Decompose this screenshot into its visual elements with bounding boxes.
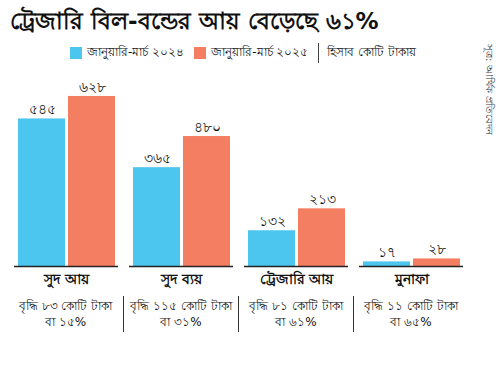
html-text:জানুয়ারি-মার্চ ২০২৪: জানুয়ারি-মার্চ ২০২৪ xyxy=(87,45,185,59)
svg-text:২১৩: ২১৩ xyxy=(309,191,336,207)
html-text:বৃদ্ধি ১১৫ কোটি টাকা বা ৩১%: বৃদ্ধি ১১৫ কোটি টাকা বা ৩১% xyxy=(130,299,232,329)
html-text:ট্রেজারি বিল-বন্ডের আয় বেড়েছ: ট্রেজারি বিল-বন্ডের আয় বেড়েছে ৬১% xyxy=(10,8,379,34)
svg-text:১৭: ১৭ xyxy=(378,244,396,260)
html-text:সূত্র: আর্থিক প্রতিবেদন: সূত্র: আর্থিক প্রতিবেদন xyxy=(484,44,495,135)
html-text:বৃদ্ধি ৮৩ কোটি টাকা বা ১৫%: বৃদ্ধি ৮৩ কোটি টাকা বা ১৫% xyxy=(18,299,113,329)
svg-text:সুদ আয়: সুদ আয় xyxy=(43,271,90,289)
svg-text:৪৮০: ৪৮০ xyxy=(194,119,221,135)
svg-text:সুদ ব্যয়: সুদ ব্যয় xyxy=(160,271,203,289)
html-text:বৃদ্ধি ৮১ কোটি টাকা বা ৬১%: বৃদ্ধি ৮১ কোটি টাকা বা ৬১% xyxy=(249,299,343,329)
html-text:হিসাব কোটি টাকায়: হিসাব কোটি টাকায় xyxy=(327,45,416,59)
html-text:বৃদ্ধি ১১ কোটি টাকা বা ৬৫%: বৃদ্ধি ১১ কোটি টাকা বা ৬৫% xyxy=(364,299,458,329)
svg-text:ট্রেজারি আয়: ট্রেজারি আয় xyxy=(260,270,335,287)
html-text:জানুয়ারি-মার্চ ২০২৫: জানুয়ারি-মার্চ ২০২৫ xyxy=(211,45,309,59)
svg-text:মুনাফা: মুনাফা xyxy=(394,271,430,288)
svg-text:৫৪৫: ৫৪৫ xyxy=(29,101,56,117)
svg-text:৩৬৫: ৩৬৫ xyxy=(144,150,171,166)
svg-text:১৩২: ১৩২ xyxy=(259,213,286,229)
svg-text:৬২৮: ৬২৮ xyxy=(79,79,106,95)
svg-text:২৮: ২৮ xyxy=(428,241,446,257)
